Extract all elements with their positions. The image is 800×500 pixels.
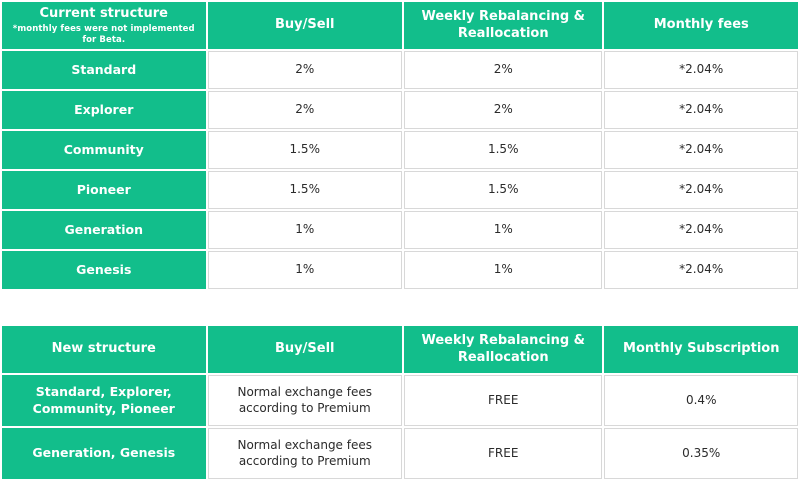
- fee-value-cell: 2%: [403, 51, 603, 89]
- table-row: Generation 1% 1% *2.04%: [2, 211, 798, 249]
- fee-value-cell: 1.5%: [403, 171, 603, 209]
- column-header-cell: Monthly fees: [604, 2, 798, 49]
- plan-label-cell: Community: [2, 131, 206, 169]
- fee-value-cell: 0.35%: [604, 428, 798, 479]
- fee-value-cell: *2.04%: [604, 171, 798, 209]
- fee-value-cell: 1.5%: [207, 171, 402, 209]
- fee-value-cell: *2.04%: [604, 251, 798, 289]
- plan-label-cell: Standard, Explorer, Community, Pioneer: [2, 375, 206, 426]
- fee-value-cell: 1%: [207, 211, 402, 249]
- fee-value-cell: 1%: [403, 251, 603, 289]
- new-structure-table: New structure Buy/Sell Weekly Rebalancing …: [0, 324, 800, 481]
- column-header-cell: Weekly Rebalancing & Reallocation: [403, 326, 603, 373]
- table-title-cell: New structure: [2, 326, 206, 373]
- column-header-cell: Buy/Sell: [207, 2, 402, 49]
- fee-value-cell: *2.04%: [604, 131, 798, 169]
- plan-label-cell: Standard: [2, 51, 206, 89]
- current-structure-table: Current structure *monthly fees were not …: [2, 2, 798, 289]
- table-row: Community 1.5% 1.5% *2.04%: [2, 131, 798, 169]
- table-title-cell: Current structure *monthly fees were not …: [2, 2, 206, 49]
- table-row: Explorer 2% 2% *2.04%: [2, 91, 798, 129]
- plan-label-cell: Generation, Genesis: [2, 428, 206, 479]
- table-row: Generation, Genesis Normal exchange fees …: [2, 428, 798, 479]
- fee-value-cell: 2%: [207, 51, 402, 89]
- fee-value-cell: 1.5%: [207, 131, 402, 169]
- plan-label-cell: Pioneer: [2, 171, 206, 209]
- column-header-cell: Monthly Subscription: [604, 326, 798, 373]
- fee-value-cell: 0.4%: [604, 375, 798, 426]
- table-note: *monthly fees were not implemented for B…: [12, 24, 195, 45]
- table-title: New structure: [51, 341, 156, 357]
- fee-value-cell: *2.04%: [604, 91, 798, 129]
- fee-value-cell: Normal exchange fees according to Premiu…: [207, 428, 402, 479]
- header-row: New structure Buy/Sell Weekly Rebalancing …: [2, 326, 798, 373]
- fee-value-cell: 2%: [207, 91, 402, 129]
- table-row: Standard 2% 2% *2.04%: [2, 51, 798, 89]
- column-header-cell: Buy/Sell: [207, 326, 402, 373]
- table-row: Pioneer 1.5% 1.5% *2.04%: [2, 171, 798, 209]
- fee-value-cell: Normal exchange fees according to Premiu…: [207, 375, 402, 426]
- header-row: Current structure *monthly fees were not …: [2, 2, 798, 49]
- fee-value-cell: FREE: [403, 375, 603, 426]
- fee-value-cell: 1%: [207, 251, 402, 289]
- plan-label-cell: Genesis: [2, 251, 206, 289]
- fee-value-cell: 2%: [403, 91, 603, 129]
- fee-value-cell: *2.04%: [604, 211, 798, 249]
- fee-value-cell: 1.5%: [403, 131, 603, 169]
- plan-label-cell: Generation: [2, 211, 206, 249]
- fee-value-cell: *2.04%: [604, 51, 798, 89]
- table-row: Genesis 1% 1% *2.04%: [2, 251, 798, 289]
- plan-label-cell: Explorer: [2, 91, 206, 129]
- table-row: Standard, Explorer, Community, Pioneer No…: [2, 375, 798, 426]
- fee-value-cell: FREE: [403, 428, 603, 479]
- column-header-cell: Weekly Rebalancing & Reallocation: [403, 2, 603, 49]
- table-title: Current structure: [39, 5, 168, 21]
- fee-value-cell: 1%: [403, 211, 603, 249]
